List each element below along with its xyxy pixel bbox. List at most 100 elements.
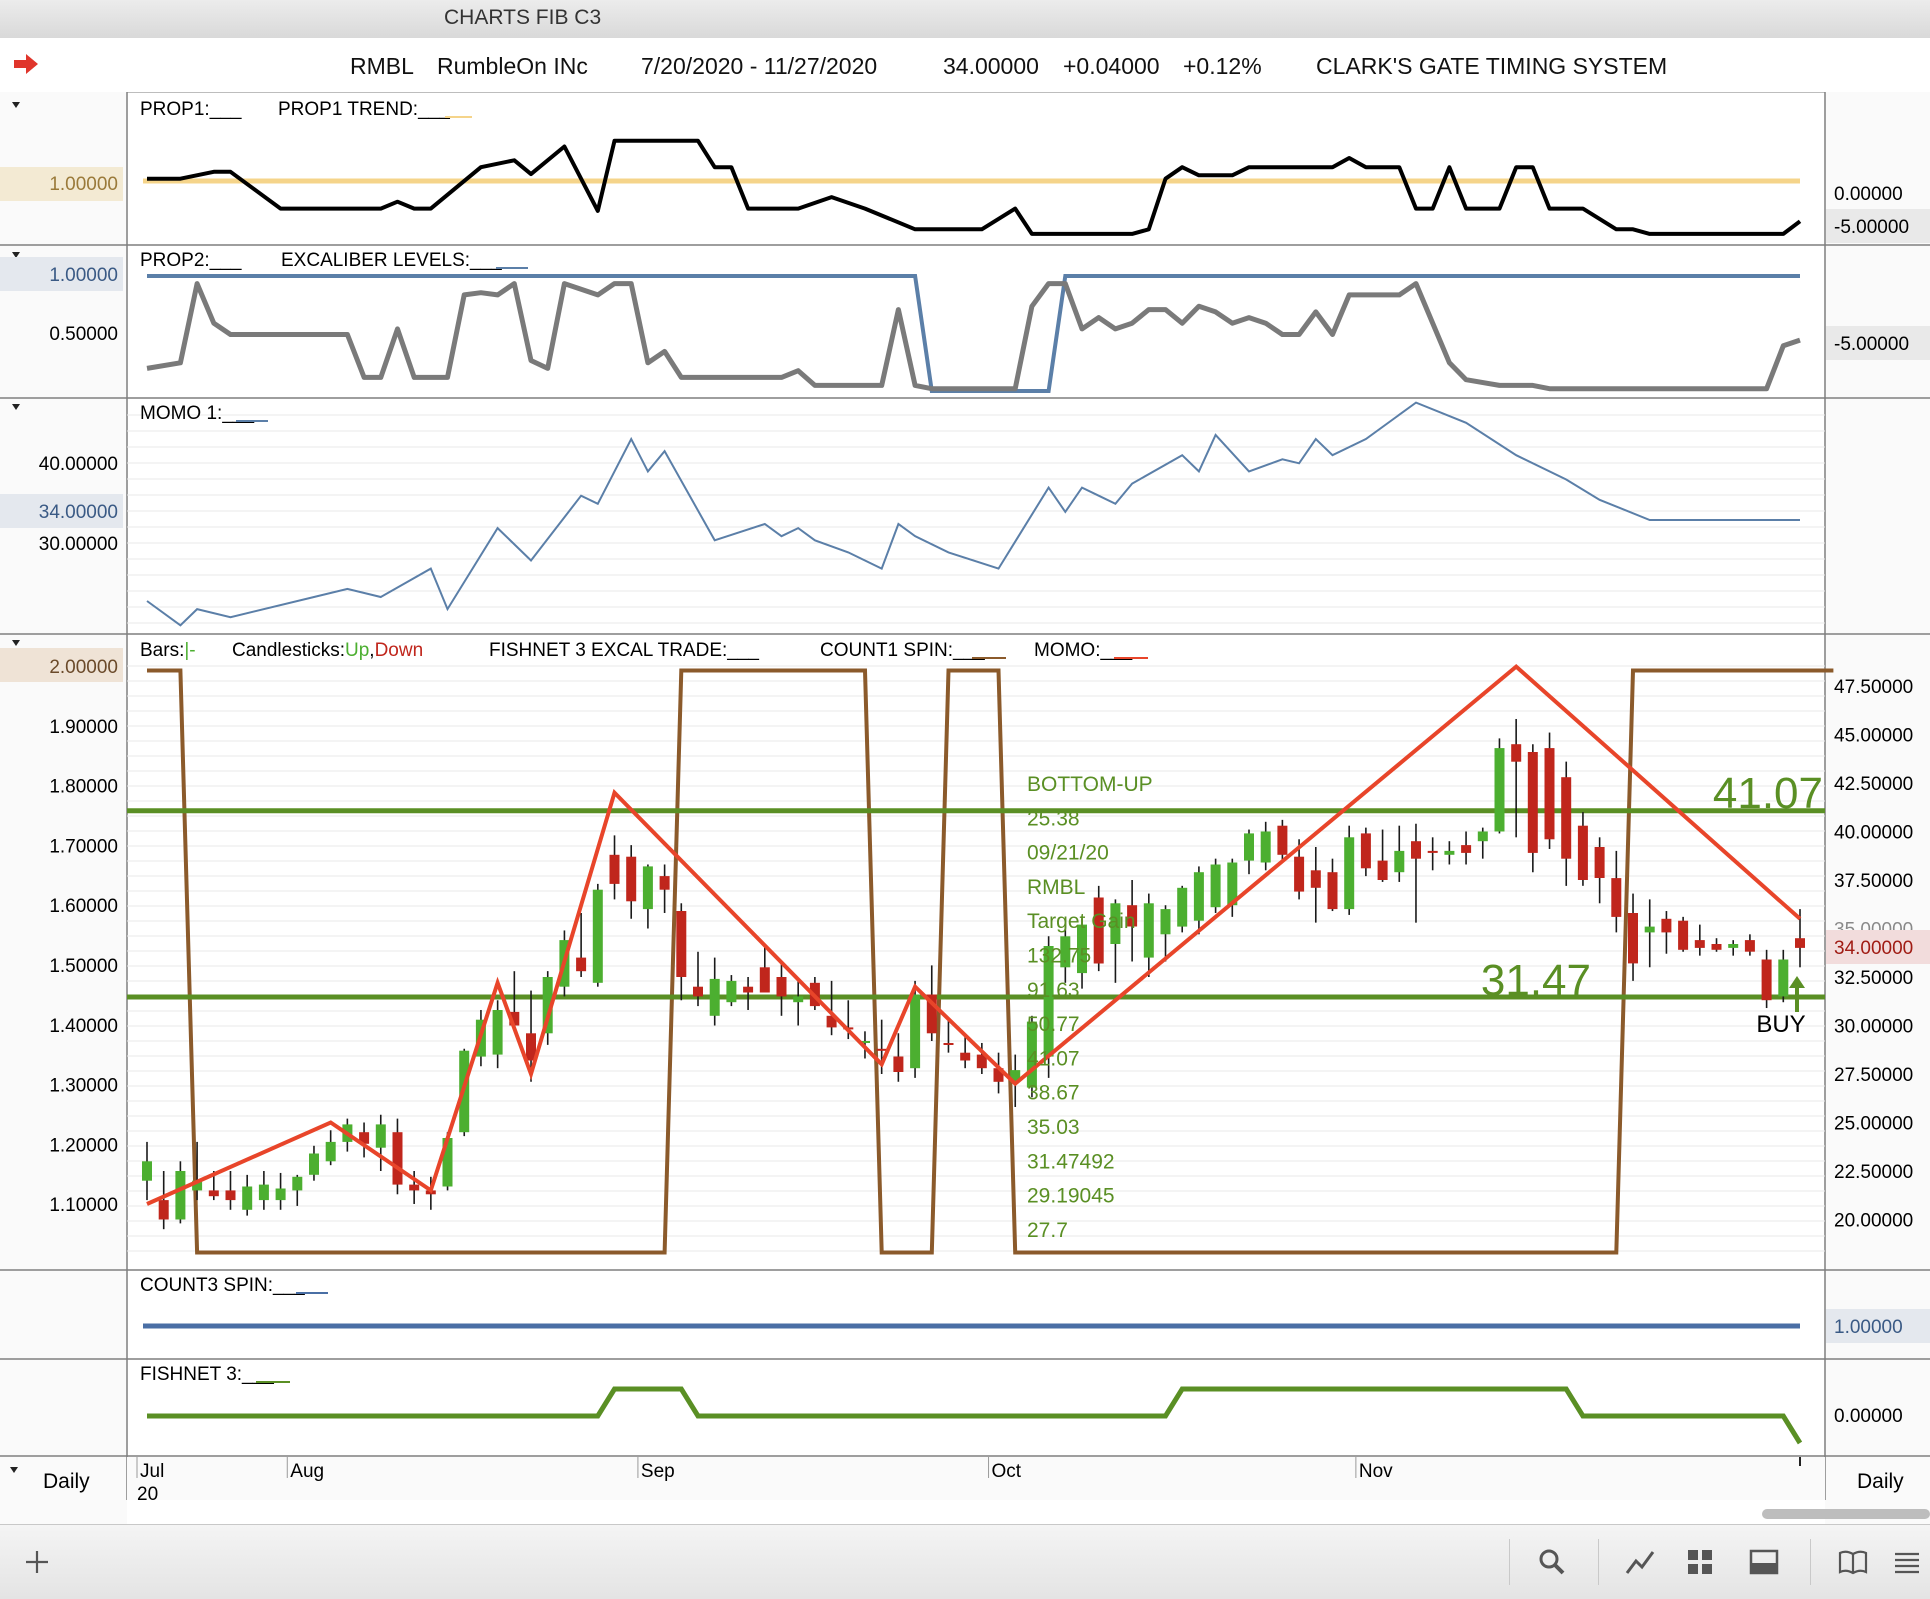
- horizontal-scrollbar[interactable]: [1762, 1509, 1930, 1519]
- candle-body: [1060, 936, 1071, 968]
- candle-body: [993, 1068, 1004, 1082]
- candle-body: [1143, 903, 1154, 958]
- prop2-label: PROP2:___: [140, 250, 242, 271]
- system-name: CLARK'S GATE TIMING SYSTEM: [1316, 53, 1668, 79]
- candle-body: [1277, 825, 1288, 855]
- price-right-tick: 42.50000: [1834, 774, 1913, 795]
- list-icon[interactable]: [1890, 1545, 1924, 1579]
- buy-label: BUY: [1756, 1011, 1805, 1038]
- candle-body: [1628, 913, 1638, 964]
- candle-body: [1327, 872, 1338, 910]
- candle-body: [542, 977, 553, 1034]
- candle-body: [1461, 845, 1472, 853]
- candle-body: [693, 986, 703, 997]
- price-right-tick: 37.50000: [1834, 871, 1913, 892]
- fishnet3-tick: 0.00000: [1834, 1406, 1903, 1427]
- prop1-tick: -5.00000: [1834, 217, 1909, 238]
- annotation-line: BOTTOM-UP: [1027, 773, 1153, 796]
- price-panel: 2.00000 1.90000 1.80000 1.70000 1.60000 1.500…: [0, 640, 1930, 1255]
- candle-body: [142, 1161, 152, 1181]
- prop2-tick: 1.00000: [49, 265, 118, 286]
- candle-body: [359, 1132, 370, 1144]
- prop2-panel: 1.00000 0.50000 PROP2:___ EXCALIBER LEVE…: [0, 250, 1930, 393]
- candle-body: [292, 1176, 303, 1191]
- price-right-tick: 45.00000: [1834, 726, 1913, 747]
- price-left-tick: 2.00000: [49, 657, 118, 678]
- add-icon[interactable]: [20, 1545, 54, 1579]
- candle-body: [793, 996, 804, 1003]
- red-arrow-icon[interactable]: [12, 52, 40, 76]
- price-right-axis: 47.50000 45.00000 42.50000 40.00000 37.50000…: [1834, 677, 1913, 1232]
- candle-body: [1661, 918, 1672, 933]
- prop1-value-label: 1.00000: [49, 174, 118, 195]
- line-chart-icon[interactable]: [1623, 1545, 1657, 1579]
- candle-body: [1561, 777, 1572, 859]
- candle-body: [242, 1186, 253, 1210]
- candle-body: [709, 978, 720, 1016]
- symbol-info-bar: RMBL RumbleOn INc 7/20/2020 - 11/27/2020…: [0, 38, 1930, 93]
- bottom-up-annotation: BOTTOM-UP 25.38 09/21/20 RMBL Target Gain 132…: [1027, 773, 1153, 1242]
- collapse-triangle-icon[interactable]: [12, 640, 20, 646]
- legend-fishnet-excal: FISHNET 3 EXCAL TRADE:___: [489, 640, 759, 661]
- annotation-line: 38.67: [1027, 1082, 1080, 1105]
- panel-layout-icon[interactable]: [1747, 1545, 1781, 1579]
- candle-body: [1761, 959, 1772, 1001]
- fishnet3-panel: FISHNET 3:___ 0.00000: [140, 1364, 1903, 1445]
- candle-body: [943, 1043, 954, 1045]
- chart-area[interactable]: 1.00000 PROP1:___ PROP1 TREND:___ 0.0000…: [0, 92, 1930, 1524]
- candle-body: [642, 866, 653, 910]
- candle-body: [1260, 831, 1271, 863]
- annotation-line: 35.03: [1027, 1116, 1080, 1139]
- candle-body: [1427, 850, 1438, 853]
- momo1-tick: 34.00000: [39, 502, 118, 523]
- count3-tick: 1.00000: [1834, 1317, 1903, 1338]
- candle-body: [1795, 938, 1805, 948]
- candle-body: [158, 1200, 169, 1220]
- prop1-trend-label: PROP1 TREND:___: [278, 99, 450, 120]
- collapse-triangle-icon[interactable]: [12, 404, 20, 410]
- momo1-tick: 30.00000: [39, 534, 118, 555]
- price-change: +0.04000: [1063, 53, 1160, 79]
- candle-body: [876, 1048, 887, 1051]
- annotation-line: Target Gain: [1027, 910, 1136, 933]
- collapse-triangle-icon[interactable]: [12, 102, 20, 108]
- search-icon[interactable]: [1535, 1545, 1569, 1579]
- collapse-triangle-icon[interactable]: [10, 1467, 18, 1473]
- candle-body: [1744, 940, 1755, 952]
- book-icon[interactable]: [1836, 1545, 1870, 1579]
- price-right-tick: 27.50000: [1834, 1065, 1913, 1086]
- candle-body: [1360, 833, 1371, 869]
- price-right-tick: 25.00000: [1834, 1114, 1913, 1135]
- count3-value-badge: [1826, 1309, 1930, 1343]
- candle-body: [1127, 905, 1138, 927]
- candle-body: [759, 967, 770, 993]
- price-left-tick: 1.50000: [49, 956, 118, 977]
- collapse-triangle-icon[interactable]: [12, 252, 20, 258]
- candle-body: [1077, 924, 1087, 974]
- legend-count1-spin: COUNT1 SPIN:___: [820, 640, 985, 661]
- annotation-line: 50.77: [1027, 1013, 1080, 1036]
- count1-spin-line: [147, 668, 1834, 1255]
- candle-body: [409, 1184, 420, 1191]
- price-left-tick: 1.70000: [49, 836, 118, 857]
- candle-body: [1310, 870, 1321, 888]
- candle-body: [492, 1010, 503, 1055]
- candle-body: [1611, 878, 1622, 917]
- grid-layout-icon[interactable]: [1683, 1545, 1717, 1579]
- date-range: 7/20/2020 - 11/27/2020: [641, 53, 878, 79]
- candle-body: [1494, 748, 1505, 832]
- candle-body: [1594, 847, 1605, 878]
- month-label: Aug: [290, 1461, 324, 1482]
- momo1-line: [146, 401, 1800, 627]
- candle-body: [1110, 903, 1121, 944]
- candle-body: [1711, 944, 1722, 950]
- price-right-tick: 40.00000: [1834, 823, 1913, 844]
- candle-body: [1527, 752, 1538, 853]
- candle-body: [592, 889, 603, 983]
- candle-body: [893, 1056, 904, 1072]
- candle-body: [743, 986, 754, 993]
- last-price: 34.00000: [943, 53, 1039, 79]
- annotation-line: 09/21/20: [1027, 842, 1109, 865]
- momo1-tick: 40.00000: [39, 454, 118, 475]
- period-selector[interactable]: Daily: [43, 1470, 90, 1493]
